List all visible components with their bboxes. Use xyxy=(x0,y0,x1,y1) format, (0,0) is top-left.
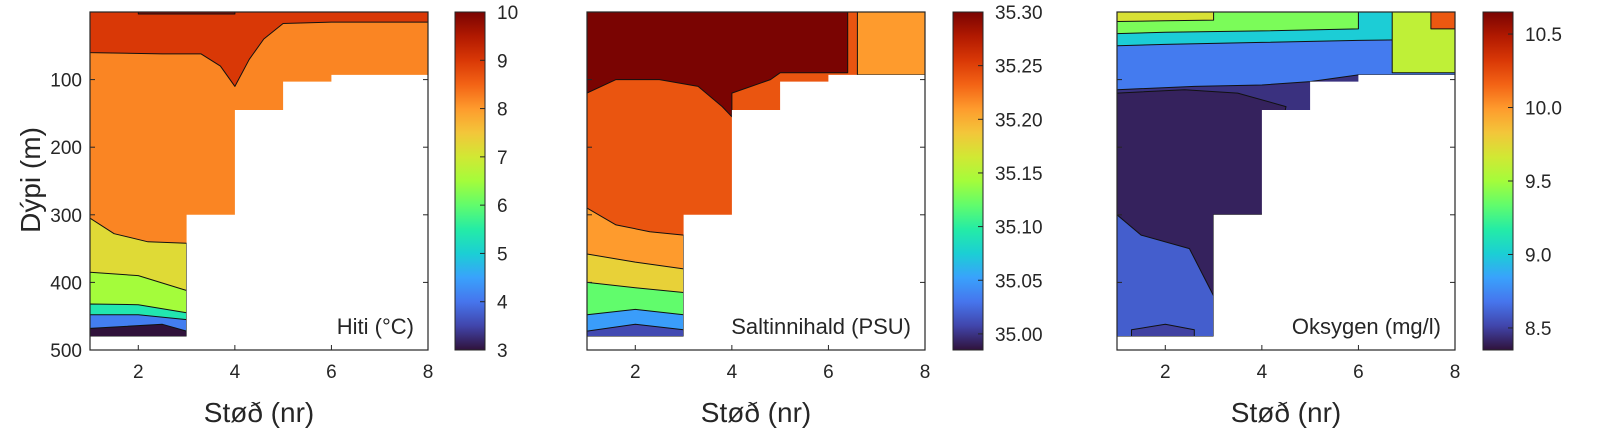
colorbar-gradient xyxy=(953,12,983,350)
plot-frame xyxy=(586,11,926,351)
colorbar-tick-label: 5 xyxy=(497,244,508,265)
colorbar-tick-label: 35.05 xyxy=(995,271,1043,292)
colorbar-tick-label: 6 xyxy=(497,196,508,217)
heatmap-field xyxy=(587,12,925,350)
colorbar: 35.00 35.05 35.10 35.15 35.20 35.25 35.30 xyxy=(952,3,1043,351)
x-tick-label: 8 xyxy=(920,362,931,383)
colorbar-tick-label: 9.5 xyxy=(1525,172,1551,193)
colorbar-tick-label: 7 xyxy=(497,148,508,169)
y-tick-label: 400 xyxy=(50,273,82,294)
plot-frame xyxy=(1116,11,1456,351)
colorbar-tick-label: 35.00 xyxy=(995,325,1043,346)
colorbar-frame xyxy=(454,11,486,351)
colorbar: 8.5 9.0 9.5 10.0 10.5 xyxy=(1482,11,1562,351)
y-tick-label: 300 xyxy=(50,206,82,227)
panel-label: Oksygen (mg/l) xyxy=(1292,314,1441,339)
x-tick-label: 6 xyxy=(326,362,337,383)
x-tick-label: 6 xyxy=(823,362,834,383)
x-tick-label: 2 xyxy=(133,362,144,383)
heatmap-field xyxy=(1117,12,1455,350)
y-tick-label: 100 xyxy=(50,71,82,92)
panel-label: Saltinnihald (PSU) xyxy=(731,314,911,339)
plot-frame xyxy=(89,11,429,351)
colorbar-tick-label: 8 xyxy=(497,100,508,121)
x-tick-label: 4 xyxy=(1257,362,1268,383)
colorbar-tick-label: 8.5 xyxy=(1525,319,1551,340)
colorbar-tick-label: 35.10 xyxy=(995,218,1043,239)
contour-zone xyxy=(1117,12,1215,22)
contour-zone xyxy=(587,12,849,118)
contour-zone xyxy=(856,12,925,76)
x-tick-label: 8 xyxy=(1450,362,1461,383)
panel-oxygen: 2 4 6 8 Støð (nr) Oksygen (mg/l) 8.5 9.0 9.5 10.0… xyxy=(1116,11,1562,428)
x-tick-label: 8 xyxy=(423,362,434,383)
colorbar-tick-label: 4 xyxy=(497,293,508,314)
x-tick-label: 6 xyxy=(1353,362,1364,383)
seafloor-mask xyxy=(587,74,925,350)
colorbar-tick-label: 10 xyxy=(497,3,518,24)
colorbar-tick-label: 35.25 xyxy=(995,57,1043,78)
x-tick-label: 2 xyxy=(1160,362,1171,383)
seafloor-mask xyxy=(1117,74,1455,350)
colorbar-tick-label: 35.30 xyxy=(995,3,1043,24)
y-tick-label: 500 xyxy=(50,341,82,362)
seafloor-mask xyxy=(90,74,428,350)
panel-temperature: 2 4 6 8 100 200 300 400 500 Støð (nr) Hiti (°C) 3 4 5… xyxy=(50,3,518,428)
contour-zone xyxy=(1430,12,1455,30)
colorbar-frame xyxy=(952,11,984,351)
x-axis-label: Støð (nr) xyxy=(701,397,811,428)
colorbar-tick-label: 10.5 xyxy=(1525,25,1562,46)
heatmap-field xyxy=(90,12,428,350)
colorbar: 3 4 5 6 7 8 9 10 xyxy=(454,3,518,362)
panel-label: Hiti (°C) xyxy=(337,314,414,339)
x-axis-label: Støð (nr) xyxy=(204,397,314,428)
x-tick-label: 2 xyxy=(630,362,641,383)
contour-zone xyxy=(1131,323,1195,337)
x-tick-label: 4 xyxy=(727,362,738,383)
x-tick-label: 4 xyxy=(230,362,241,383)
colorbar-tick-label: 9.0 xyxy=(1525,245,1551,266)
y-tick-label: 200 xyxy=(50,138,82,159)
colorbar-gradient xyxy=(455,12,485,350)
x-axis-label: Støð (nr) xyxy=(1231,397,1341,428)
colorbar-tick-label: 9 xyxy=(497,51,508,72)
colorbar-tick-label: 3 xyxy=(497,341,508,362)
colorbar-tick-label: 35.15 xyxy=(995,164,1043,185)
colorbar-tick-label: 10.0 xyxy=(1525,99,1562,120)
contour-zone xyxy=(90,12,428,87)
colorbar-tick-label: 35.20 xyxy=(995,110,1043,131)
y-axis-label: Dýpi (m) xyxy=(15,127,46,233)
